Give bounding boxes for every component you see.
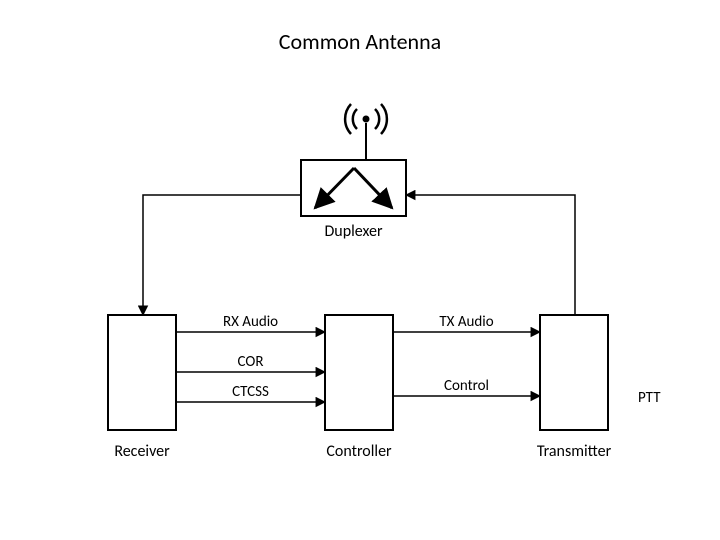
tx-audio-label: TX Audio: [439, 313, 493, 331]
ptt-label: PTT: [638, 389, 661, 407]
antenna-wave-left-2: [345, 104, 351, 134]
transmitter-label: Transmitter: [537, 442, 612, 461]
ctcss-label: CTCSS: [232, 383, 269, 401]
duplexer-label: Duplexer: [324, 222, 383, 241]
receiver-label: Receiver: [114, 442, 170, 461]
controller-label: Controller: [326, 442, 392, 461]
antenna-wave-left-1: [353, 109, 357, 129]
antenna-wave-right-1: [375, 109, 379, 129]
feed-left: [143, 195, 301, 315]
control-label: Control: [444, 377, 489, 395]
diagram-title: Common Antenna: [0, 28, 720, 55]
cor-label: COR: [238, 353, 264, 371]
controller-box: [325, 315, 393, 430]
transmitter-box: [540, 315, 608, 430]
diagram-canvas: Duplexer Receiver Controller Transmitter RX …: [0, 0, 720, 540]
antenna-wave-right-2: [381, 104, 387, 134]
antenna-dot: [363, 116, 370, 123]
feed-right: [406, 195, 575, 315]
rx-audio-label: RX Audio: [223, 313, 278, 331]
receiver-box: [108, 315, 176, 430]
